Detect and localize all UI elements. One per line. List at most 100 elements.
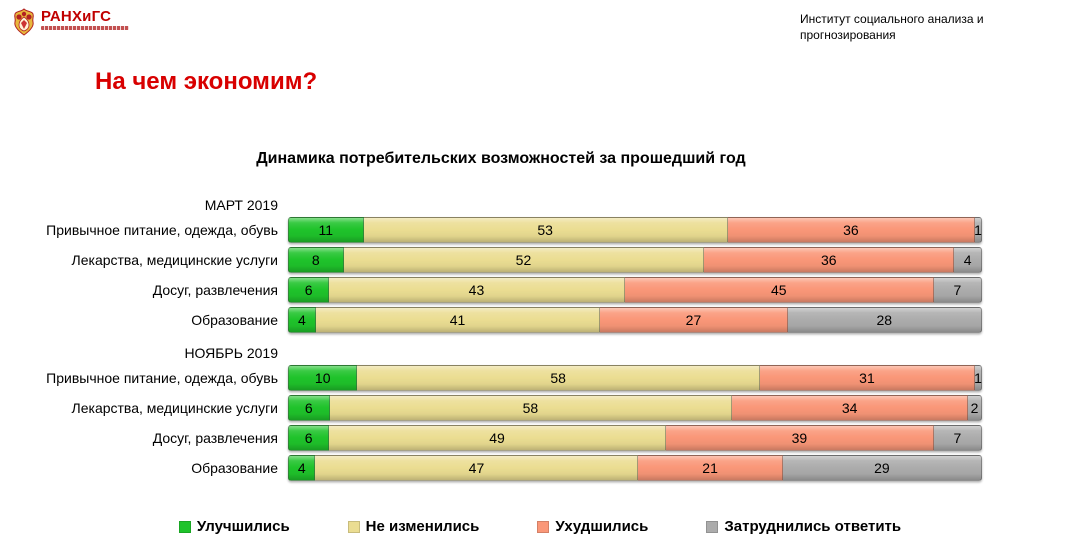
bar-value-label: 41 [449, 312, 466, 328]
bar-row: Досуг, развлечения 6 43 45 7 [20, 277, 982, 303]
bar-segment-Ухудшились: 45 [624, 277, 934, 303]
ranepa-emblem-icon [14, 8, 34, 36]
category-label: Лекарства, медицинские услуги [71, 400, 278, 416]
bar-segment-Не изменились: 49 [329, 425, 666, 451]
bar-segment-Не изменились: 52 [343, 247, 705, 273]
category-label: Образование [191, 460, 278, 476]
bar-segment-Ухудшились: 36 [727, 217, 976, 243]
bar-value-label: 1 [974, 222, 982, 238]
bar-value-label: 36 [843, 222, 859, 238]
bar-value-label: 31 [859, 370, 875, 386]
bar-value-label: 6 [304, 282, 313, 298]
bar-value-label: 49 [489, 430, 505, 446]
bar-segment-Не изменились: 58 [329, 395, 733, 421]
stacked-bar: 4 47 21 29 [288, 455, 982, 481]
bar-value-label: 11 [318, 222, 334, 238]
bar-segment-Улучшились: 4 [288, 455, 316, 481]
bar-value-label: 45 [770, 282, 787, 298]
stacked-bar: 6 43 45 7 [288, 277, 982, 303]
category-label: Привычное питание, одежда, обувь [46, 222, 278, 238]
page-title: На чем экономим? [95, 68, 318, 95]
bar-row: Привычное питание, одежда, обувь 10 58 31 1 [20, 365, 982, 391]
logo-subtext-strip [41, 26, 129, 30]
bar-value-label: 6 [304, 400, 313, 416]
stacked-bar: 10 58 31 1 [288, 365, 982, 391]
bar-segment-Затруднились ответить: 2 [968, 395, 982, 421]
bar-row: Образование 4 41 27 28 [20, 307, 982, 333]
bar-segment-Затруднились ответить: 4 [954, 247, 982, 273]
bar-segment-Ухудшились: 34 [732, 395, 969, 421]
bar-row: Образование 4 47 21 29 [20, 455, 982, 481]
chart-title: Динамика потребительских возможностей за… [256, 150, 746, 167]
bar-segment-Не изменились: 41 [315, 307, 601, 333]
logo-text: РАНХиГС [41, 8, 112, 25]
bar-segment-Не изменились: 43 [329, 277, 625, 303]
bar-segment-Улучшились: 6 [288, 395, 330, 421]
legend-swatch-icon [706, 520, 719, 533]
ranepa-logo: РАНХиГС [12, 8, 129, 38]
bar-segment-Улучшились: 8 [288, 247, 344, 273]
bar-value-label: 27 [685, 312, 702, 328]
bar-segment-Улучшились: 10 [288, 365, 358, 391]
bar-value-label: 58 [522, 400, 539, 416]
stacked-bar: 6 58 34 2 [288, 395, 982, 421]
stacked-bar: 11 53 36 1 [288, 217, 982, 243]
legend-label: Ухудшились [555, 518, 649, 535]
legend-label: Не изменились [365, 518, 480, 535]
stacked-bar-chart: Динамика потребительских возможностей за… [20, 150, 982, 485]
bar-value-label: 1 [974, 370, 982, 386]
bar-value-label: 52 [515, 252, 532, 268]
bar-value-label: 21 [702, 460, 718, 476]
bar-segment-Улучшились: 4 [288, 307, 316, 333]
bar-segment-Затруднились ответить: 1 [974, 217, 982, 243]
bar-value-label: 28 [876, 312, 893, 328]
bar-segment-Затруднились ответить: 1 [974, 365, 982, 391]
bar-segment-Улучшились: 11 [288, 217, 364, 243]
bar-segment-Ухудшились: 36 [704, 247, 955, 273]
bar-value-label: 4 [297, 460, 306, 476]
legend-label: Улучшились [196, 518, 290, 535]
bar-value-label: 7 [953, 430, 962, 446]
category-label: Досуг, развлечения [152, 282, 278, 298]
category-label: Образование [191, 312, 278, 328]
bar-value-label: 6 [304, 430, 313, 446]
bar-value-label: 8 [311, 252, 320, 268]
bar-value-label: 10 [314, 370, 331, 386]
bar-segment-Не изменились: 47 [315, 455, 639, 481]
bar-segment-Улучшились: 6 [288, 425, 330, 451]
legend-item: Не изменились [347, 518, 480, 535]
bar-value-label: 34 [841, 400, 858, 416]
bar-segment-Затруднились ответить: 7 [933, 277, 982, 303]
bar-value-label: 2 [970, 400, 979, 416]
bar-segment-Затруднились ответить: 29 [782, 455, 982, 481]
bar-value-label: 47 [468, 460, 485, 476]
bar-value-label: 36 [821, 252, 837, 268]
bar-segment-Ухудшились: 31 [759, 365, 976, 391]
legend-label: Затруднились ответить [724, 518, 902, 535]
chart-legend: Улучшились Не изменились Ухудшились Затрудн… [0, 518, 1080, 535]
group-label: МАРТ 2019 [204, 197, 278, 213]
bar-value-label: 4 [963, 252, 972, 268]
bar-row: Лекарства, медицинские услуги 8 52 36 4 [20, 247, 982, 273]
stacked-bar: 4 41 27 28 [288, 307, 982, 333]
institute-name: Институт социального анализа и прогнозир… [800, 12, 984, 42]
stacked-bar: 6 49 39 7 [288, 425, 982, 451]
bar-value-label: 39 [791, 430, 808, 446]
legend-item: Ухудшились [537, 518, 648, 535]
bar-segment-Ухудшились: 39 [665, 425, 934, 451]
bar-segment-Ухудшились: 21 [638, 455, 783, 481]
bar-row: Привычное питание, одежда, обувь 11 53 36 1 [20, 217, 982, 243]
bar-value-label: 7 [953, 282, 962, 298]
legend-item: Затруднились ответить [706, 518, 901, 535]
group-label: НОЯБРЬ 2019 [184, 345, 278, 361]
stacked-bar: 8 52 36 4 [288, 247, 982, 273]
category-label: Лекарства, медицинские услуги [71, 252, 278, 268]
bar-segment-Ухудшились: 27 [600, 307, 788, 333]
bar-segment-Не изменились: 53 [363, 217, 728, 243]
bar-segment-Затруднились ответить: 28 [787, 307, 982, 333]
chart-groups: МАРТ 2019 Привычное питание, одежда, обув… [20, 194, 982, 481]
legend-swatch-icon [347, 520, 360, 533]
bar-value-label: 53 [537, 222, 553, 238]
legend-item: Улучшились [178, 518, 290, 535]
